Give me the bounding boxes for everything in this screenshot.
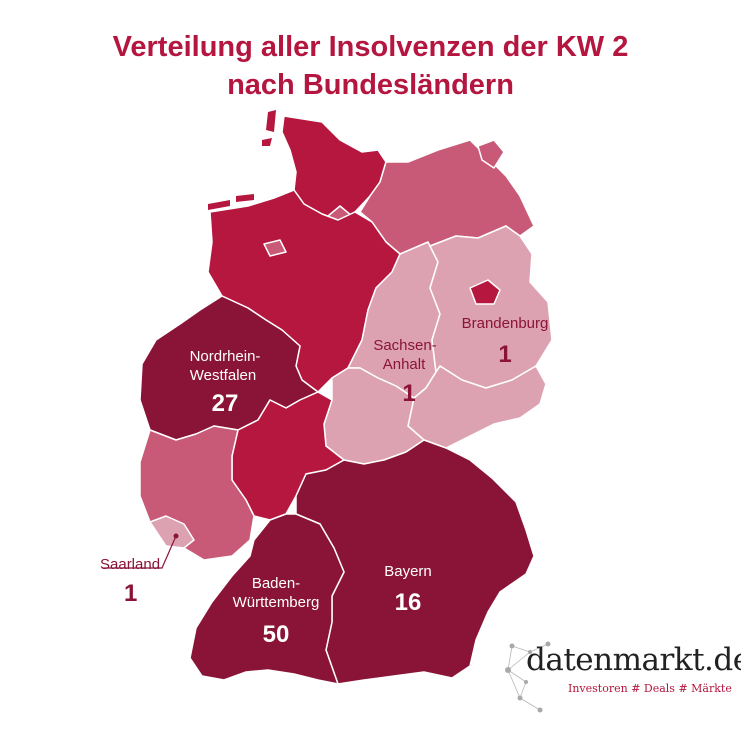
label-bw-line1: Baden- [252, 575, 300, 592]
region-brandenburg [429, 225, 553, 389]
label-sachsen-anhalt-line2: Anhalt [383, 356, 426, 373]
saarland-callout-line [102, 535, 177, 569]
island-frisian-2 [236, 194, 254, 202]
logo-tagline: Investoren # Deals # Märkte [568, 682, 732, 695]
title-line-1: Verteilung aller Insolvenzen der KW 2 [112, 31, 629, 63]
network-icon [505, 641, 551, 713]
value-bw: 50 [263, 621, 290, 648]
value-bayern: 16 [395, 589, 422, 616]
datenmarkt-logo: datenmarkt.de Investoren # Deals # Märkt… [500, 638, 741, 718]
label-sachsen-anhalt-line1: Sachsen- [373, 337, 436, 354]
value-brandenburg: 1 [498, 341, 511, 368]
region-bremen [263, 239, 287, 257]
value-sachsen-anhalt: 1 [402, 380, 415, 407]
label-nrw-line2: Westfalen [190, 367, 256, 384]
island-frisian-1 [208, 200, 230, 210]
title-line-2: nach Bundesländern [227, 69, 514, 101]
region-baden-wuerttemberg [189, 513, 345, 685]
value-saarland: 1 [124, 580, 137, 607]
logo-name: datenmarkt.de [526, 642, 741, 678]
label-nrw-line1: Nordrhein- [190, 348, 261, 365]
label-brandenburg: Brandenburg [462, 315, 549, 332]
label-bayern: Bayern [384, 563, 432, 580]
chart-title: Verteilung aller Insolvenzen der KW 2 na… [0, 28, 741, 104]
label-saarland: Saarland [100, 556, 160, 573]
island-foehr [262, 138, 272, 146]
saarland-callout-dot [173, 533, 179, 539]
region-ruegen [477, 139, 505, 169]
region-berlin [469, 279, 501, 305]
label-bw-line2: Württemberg [233, 594, 320, 611]
island-sylt [266, 110, 276, 132]
value-nrw: 27 [212, 390, 239, 417]
region-saarland [149, 515, 195, 549]
